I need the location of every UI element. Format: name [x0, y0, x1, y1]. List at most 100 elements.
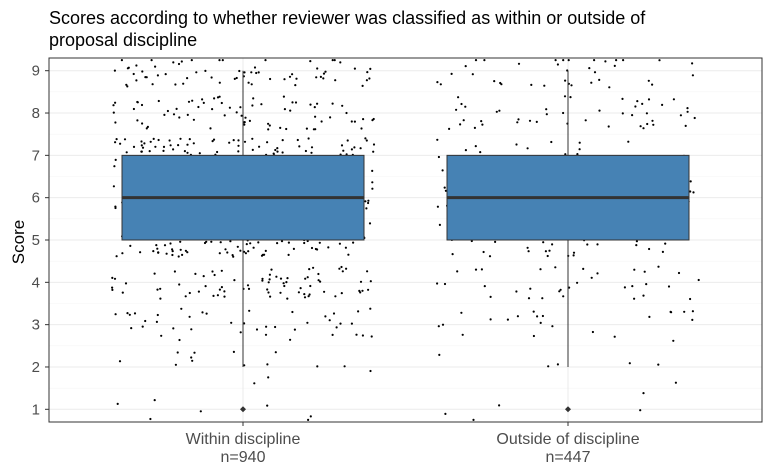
jitter-point [460, 102, 463, 106]
jitter-point [327, 246, 330, 249]
jitter-point [529, 287, 532, 290]
jitter-point [304, 277, 307, 280]
jitter-point [239, 249, 242, 252]
jitter-point [218, 288, 221, 291]
jitter-point [276, 147, 279, 150]
jitter-point [322, 72, 326, 75]
jitter-point [622, 59, 625, 62]
jitter-point [216, 150, 219, 154]
jitter-point [578, 148, 581, 151]
jitter-point [125, 83, 128, 86]
jitter-point [353, 120, 356, 123]
jitter-point [269, 77, 272, 81]
jitter-point [224, 248, 227, 251]
jitter-point [361, 289, 364, 292]
jitter-point [123, 138, 127, 141]
jitter-point [344, 246, 347, 249]
jitter-point [303, 241, 306, 245]
jitter-point [172, 327, 175, 330]
jitter-point [361, 334, 364, 337]
jitter-point [250, 71, 253, 74]
jitter-point [464, 65, 467, 68]
jitter-point [547, 365, 550, 368]
jitter-point [562, 295, 565, 298]
jitter-point [677, 271, 681, 275]
jitter-point [190, 59, 193, 62]
jitter-point [371, 187, 374, 190]
jitter-point [237, 144, 240, 147]
jitter-point [332, 312, 336, 315]
x-category-count: n=940 [221, 449, 266, 466]
jitter-point [689, 180, 692, 183]
jitter-point [578, 141, 581, 144]
jitter-point [153, 272, 156, 275]
jitter-point [220, 286, 223, 289]
jitter-point [462, 119, 465, 122]
jitter-point [323, 290, 326, 293]
jitter-point [204, 285, 207, 288]
jitter-point [114, 205, 117, 208]
jitter-point [341, 104, 344, 107]
boxes [121, 70, 690, 413]
jitter-point [635, 240, 639, 243]
jitter-point [140, 103, 144, 107]
jitter-point [651, 83, 654, 86]
jitter-point [253, 382, 256, 385]
jitter-point [173, 270, 176, 273]
jitter-point [303, 293, 306, 296]
jitter-point [294, 101, 298, 104]
jitter-point [314, 247, 317, 251]
jitter-point [243, 364, 246, 367]
jitter-point [515, 143, 518, 146]
jitter-point [177, 144, 180, 147]
jitter-point [113, 277, 117, 280]
jitter-point [176, 351, 179, 354]
jitter-point [267, 122, 270, 125]
jitter-point [190, 328, 193, 331]
jitter-point [631, 114, 634, 117]
jitter-point [331, 102, 334, 105]
jitter-point [190, 356, 193, 359]
jitter-point [464, 105, 467, 108]
jitter-point [282, 282, 285, 285]
jitter-point [266, 141, 269, 144]
jitter-point [252, 246, 255, 249]
jitter-point [479, 151, 482, 154]
jitter-point [532, 310, 535, 313]
jitter-point [364, 137, 367, 140]
jitter-point [153, 399, 156, 402]
jitter-point [310, 146, 314, 149]
jitter-point [119, 142, 122, 145]
jitter-point [172, 61, 175, 64]
jitter-point [199, 410, 202, 413]
jitter-point [233, 77, 236, 80]
jitter-point [149, 417, 152, 421]
jitter-point [367, 201, 370, 205]
jitter-point [366, 71, 369, 74]
jitter-point [634, 105, 637, 108]
jitter-point [164, 73, 167, 76]
jitter-point [155, 320, 158, 323]
jitter-point [347, 253, 350, 256]
jitter-point [590, 81, 593, 84]
jitter-point [556, 363, 560, 366]
jitter-point [436, 138, 439, 141]
jitter-point [268, 278, 271, 281]
jitter-point [266, 404, 269, 407]
jitter-point [334, 79, 337, 82]
jitter-point [541, 297, 544, 300]
jitter-point [307, 137, 310, 140]
jitter-point [121, 291, 124, 294]
jitter-point [369, 280, 372, 283]
jitter-point [136, 101, 139, 104]
jitter-point [157, 99, 160, 103]
jitter-point [156, 288, 159, 291]
jitter-point [136, 119, 139, 122]
jitter-point [672, 339, 675, 342]
jitter-point [114, 121, 117, 124]
jitter-point [223, 114, 226, 117]
jitter-point [495, 110, 498, 113]
jitter-point [267, 128, 270, 131]
jitter-point [286, 297, 289, 300]
